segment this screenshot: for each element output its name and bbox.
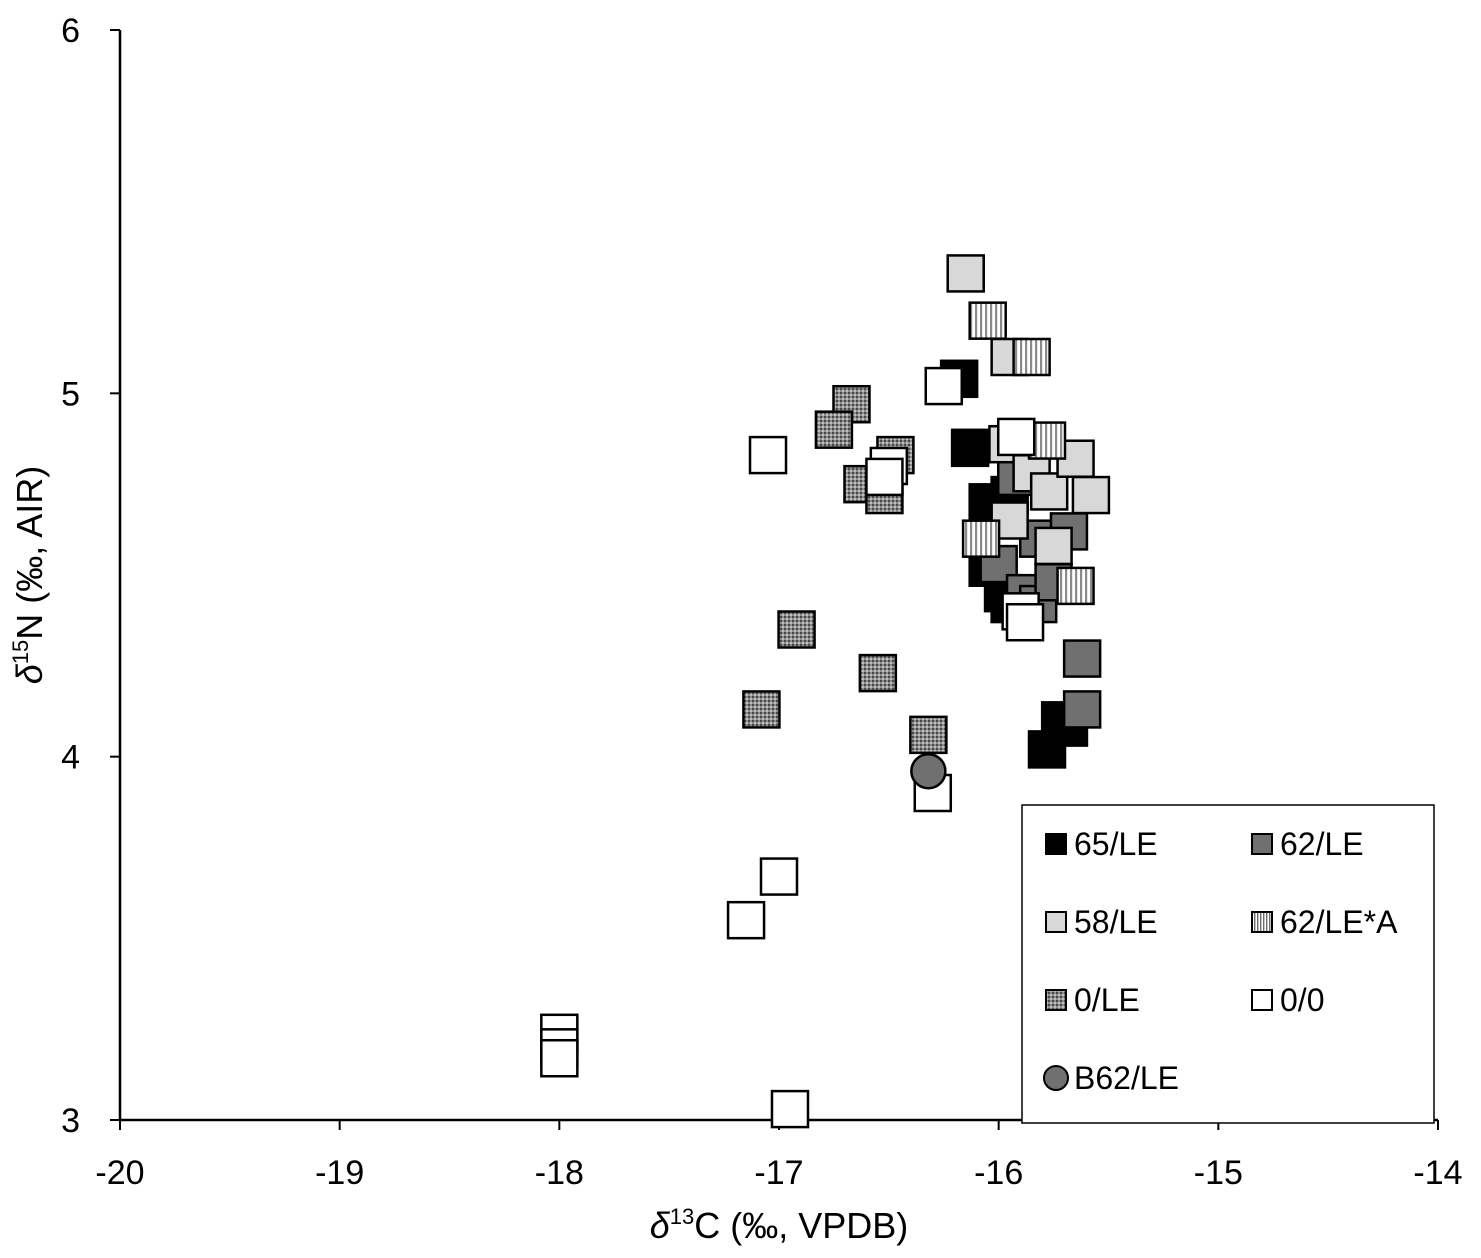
y-tick-label: 5 bbox=[61, 375, 80, 413]
data-point bbox=[1012, 337, 1051, 377]
data-point bbox=[770, 1089, 810, 1129]
legend-item-62-le-a: 62/LE*A bbox=[1251, 904, 1398, 940]
x-tick-label: -19 bbox=[315, 1154, 364, 1192]
legend-label: 65/LE bbox=[1074, 826, 1158, 862]
data-point bbox=[961, 519, 1001, 558]
data-point bbox=[1029, 472, 1069, 511]
y-axis-title: δ15N (‰, AIR) bbox=[8, 466, 50, 685]
legend: 65/LE 62/LE 58/LE 62/LE*A 0/LE 0/0 B62/LE bbox=[1021, 804, 1435, 1124]
data-point bbox=[1062, 639, 1102, 678]
legend-label: 62/LE*A bbox=[1280, 904, 1398, 940]
legend-label: 0/LE bbox=[1074, 982, 1140, 1018]
data-point bbox=[742, 690, 781, 729]
series-58-le bbox=[946, 254, 1111, 566]
data-points bbox=[540, 254, 1111, 1129]
x-tick-label: -14 bbox=[1413, 1154, 1462, 1192]
x-tick-label: -15 bbox=[1194, 1154, 1243, 1192]
legend-marker bbox=[1045, 833, 1067, 855]
legend-label: 0/0 bbox=[1280, 982, 1324, 1018]
x-tick-label: -20 bbox=[95, 1154, 144, 1192]
legend-label: B62/LE bbox=[1074, 1060, 1179, 1096]
data-point bbox=[1062, 690, 1102, 729]
x-tick-label: -16 bbox=[974, 1154, 1023, 1192]
legend-item-62-le: 62/LE bbox=[1251, 826, 1364, 862]
data-point bbox=[777, 610, 816, 649]
legend-label: 58/LE bbox=[1074, 904, 1158, 940]
data-point bbox=[909, 715, 948, 755]
data-point bbox=[924, 366, 963, 406]
y-tick-label: 3 bbox=[61, 1102, 80, 1140]
y-tick-label: 4 bbox=[61, 739, 80, 777]
data-point bbox=[865, 457, 904, 497]
series-0-0 bbox=[540, 366, 1045, 1129]
x-tick-label: -18 bbox=[535, 1154, 584, 1192]
data-point bbox=[1027, 730, 1067, 769]
data-point bbox=[946, 254, 985, 293]
legend-item-0-0: 0/0 bbox=[1251, 982, 1324, 1018]
legend-item-b62-le: B62/LE bbox=[1043, 1060, 1179, 1096]
data-point bbox=[1005, 602, 1045, 642]
legend-marker bbox=[1043, 1065, 1069, 1091]
data-point bbox=[1071, 475, 1111, 515]
data-point bbox=[759, 857, 799, 896]
x-axis-title: δ13C (‰, VPDB) bbox=[650, 1204, 909, 1246]
data-point bbox=[726, 900, 766, 940]
tick-labels: -20 -19 -18 -17 -16 -15 -14 3 4 5 6 bbox=[61, 12, 1462, 1192]
legend-item-65-le: 65/LE bbox=[1045, 826, 1158, 862]
data-point bbox=[858, 653, 898, 693]
legend-marker bbox=[1045, 989, 1067, 1011]
data-point bbox=[1034, 526, 1073, 566]
data-point bbox=[968, 301, 1007, 340]
data-point bbox=[950, 428, 990, 468]
legend-label: 62/LE bbox=[1280, 826, 1364, 862]
data-point bbox=[748, 435, 788, 475]
legend-marker bbox=[1045, 911, 1067, 933]
legend-marker bbox=[1251, 833, 1273, 855]
y-tick-label: 6 bbox=[61, 12, 80, 50]
legend-box bbox=[1021, 804, 1435, 1124]
data-point bbox=[814, 410, 854, 449]
legend-marker bbox=[1251, 911, 1273, 933]
legend-item-58-le: 58/LE bbox=[1045, 904, 1158, 940]
legend-marker bbox=[1251, 989, 1273, 1011]
legend-item-0-le: 0/LE bbox=[1045, 982, 1140, 1018]
data-point bbox=[540, 1038, 579, 1078]
data-point bbox=[996, 417, 1036, 457]
series-b62-le bbox=[910, 752, 947, 790]
data-point bbox=[1056, 566, 1095, 606]
x-tick-label: -17 bbox=[754, 1154, 803, 1192]
data-point bbox=[910, 752, 947, 790]
